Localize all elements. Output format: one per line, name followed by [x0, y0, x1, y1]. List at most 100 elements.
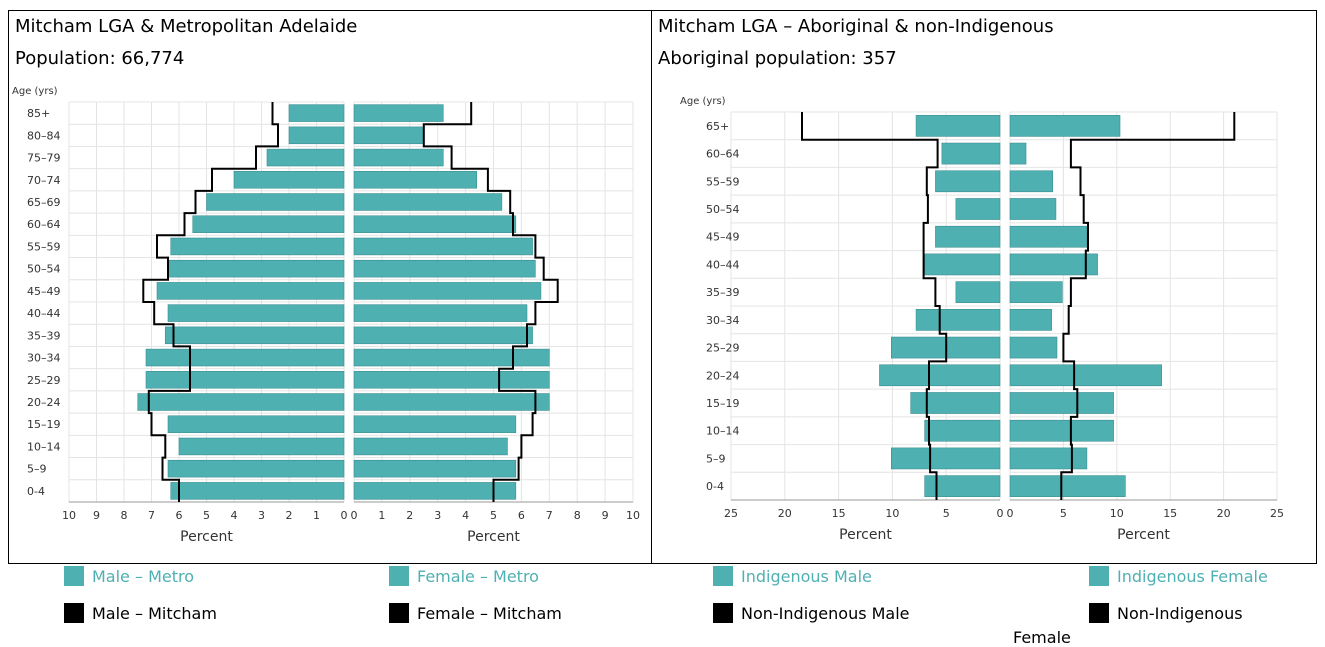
bar: [353, 437, 508, 456]
series-line: [801, 112, 948, 500]
y-tick-label: 55–59: [27, 240, 61, 253]
x-tick-label: 15: [832, 507, 846, 520]
legend-label: Non-Indigenous: [1117, 603, 1243, 623]
x-tick-label: 2: [286, 509, 293, 522]
legend-item: Indigenous Male: [713, 566, 872, 586]
bar: [1009, 253, 1098, 276]
x-tick-label: 9: [93, 509, 100, 522]
legend-swatch: [64, 603, 84, 623]
bar: [156, 282, 345, 300]
legend-item: Female – Mitcham: [389, 603, 562, 623]
x-tick-label: 10: [626, 509, 640, 522]
y-tick-label: 10–14: [27, 440, 61, 453]
series-line: [142, 102, 279, 502]
y-tick-label: 45–49: [706, 231, 740, 244]
chart-panel-mitcham-metro: Mitcham LGA & Metropolitan Adelaide Popu…: [8, 10, 652, 564]
legend-item: Non-Indigenous: [1089, 603, 1243, 623]
legend-item: Indigenous Female: [1089, 566, 1268, 586]
series-line: [422, 102, 559, 502]
bar: [353, 348, 550, 367]
x-tick-label: 7: [148, 509, 155, 522]
y-tick-label: 35–39: [27, 329, 61, 342]
legend-label-continuation: Female: [1013, 628, 1071, 647]
y-tick-label: 25–29: [706, 342, 740, 355]
bar: [353, 282, 542, 300]
bar: [924, 419, 1001, 442]
bar: [1009, 447, 1088, 470]
bar: [1009, 198, 1057, 220]
y-tick-label: 85+: [27, 107, 50, 120]
bar: [288, 104, 345, 122]
bar: [915, 309, 1001, 331]
x-tick-label: 10: [1110, 507, 1124, 520]
bar: [935, 225, 1001, 248]
bar: [353, 371, 550, 389]
bar: [879, 364, 1001, 387]
x-axis-label: Percent: [180, 529, 233, 545]
bar: [1009, 225, 1088, 248]
bar: [170, 237, 345, 256]
x-tick-label: 4: [462, 509, 469, 522]
legend-item: Non-Indigenous Male: [713, 603, 910, 623]
legend-label: Non-Indigenous Male: [741, 603, 910, 623]
y-tick-label: 20–24: [706, 369, 740, 382]
y-tick-label: 15–19: [706, 397, 740, 410]
x-tick-label: 0: [997, 507, 1004, 520]
bar: [353, 393, 550, 411]
x-tick-label: 5: [1060, 507, 1067, 520]
bar: [353, 459, 517, 478]
bar: [353, 326, 533, 345]
y-tick-label: 10–14: [706, 425, 740, 438]
legend-label: Indigenous Female: [1117, 566, 1268, 586]
bar: [137, 393, 345, 411]
y-tick-label: 40–44: [27, 307, 61, 320]
legend-label: Female – Mitcham: [417, 603, 562, 623]
bar: [1009, 392, 1114, 414]
chart-subtitle: Population: 66,774: [15, 48, 185, 69]
x-tick-label: 8: [121, 509, 128, 522]
y-tick-label: 45–49: [27, 285, 61, 298]
y-tick-label: 0-4: [27, 485, 45, 498]
bar: [353, 482, 517, 500]
legend-label: Male – Metro: [92, 566, 195, 586]
legend-swatch: [389, 603, 409, 623]
x-tick-label: 15: [1163, 507, 1177, 520]
x-tick-label: 9: [602, 509, 609, 522]
y-tick-label: 20–24: [27, 396, 61, 409]
bar: [167, 259, 345, 278]
bar: [955, 281, 1001, 303]
bar: [353, 259, 536, 278]
series-line: [1060, 112, 1236, 500]
x-axis-label: Percent: [467, 529, 520, 545]
legend-label: Female – Metro: [417, 566, 539, 586]
bar: [164, 326, 345, 345]
y-tick-label: 60–64: [27, 218, 61, 231]
bar: [935, 170, 1001, 193]
bar: [167, 459, 345, 478]
bar: [353, 148, 444, 167]
y-tick-label: 60–64: [706, 148, 740, 161]
bar: [1009, 309, 1052, 331]
legend-item: Male – Mitcham: [64, 603, 217, 623]
bar: [924, 253, 1001, 276]
bar: [1009, 475, 1126, 497]
y-tick-label: 25–29: [27, 374, 61, 387]
y-tick-label: 65–69: [27, 196, 61, 209]
chart-title: Mitcham LGA – Aboriginal & non-Indigenou…: [658, 16, 1054, 37]
chart-subtitle: Aboriginal population: 357: [658, 48, 897, 69]
bar: [1009, 142, 1027, 165]
legend-swatch: [1089, 603, 1109, 623]
y-tick-label: 40–44: [706, 258, 740, 271]
x-tick-label: 3: [434, 509, 441, 522]
y-tick-label: 55–59: [706, 175, 740, 188]
x-tick-label: 0: [351, 509, 358, 522]
bar: [145, 348, 345, 367]
bar: [891, 447, 1001, 470]
x-tick-label: 0: [1007, 507, 1014, 520]
grid: [68, 101, 634, 503]
y-tick-label: 30–34: [706, 314, 740, 327]
y-axis-label: Age (yrs): [12, 86, 58, 97]
x-tick-label: 20: [1217, 507, 1231, 520]
x-tick-label: 10: [62, 509, 76, 522]
